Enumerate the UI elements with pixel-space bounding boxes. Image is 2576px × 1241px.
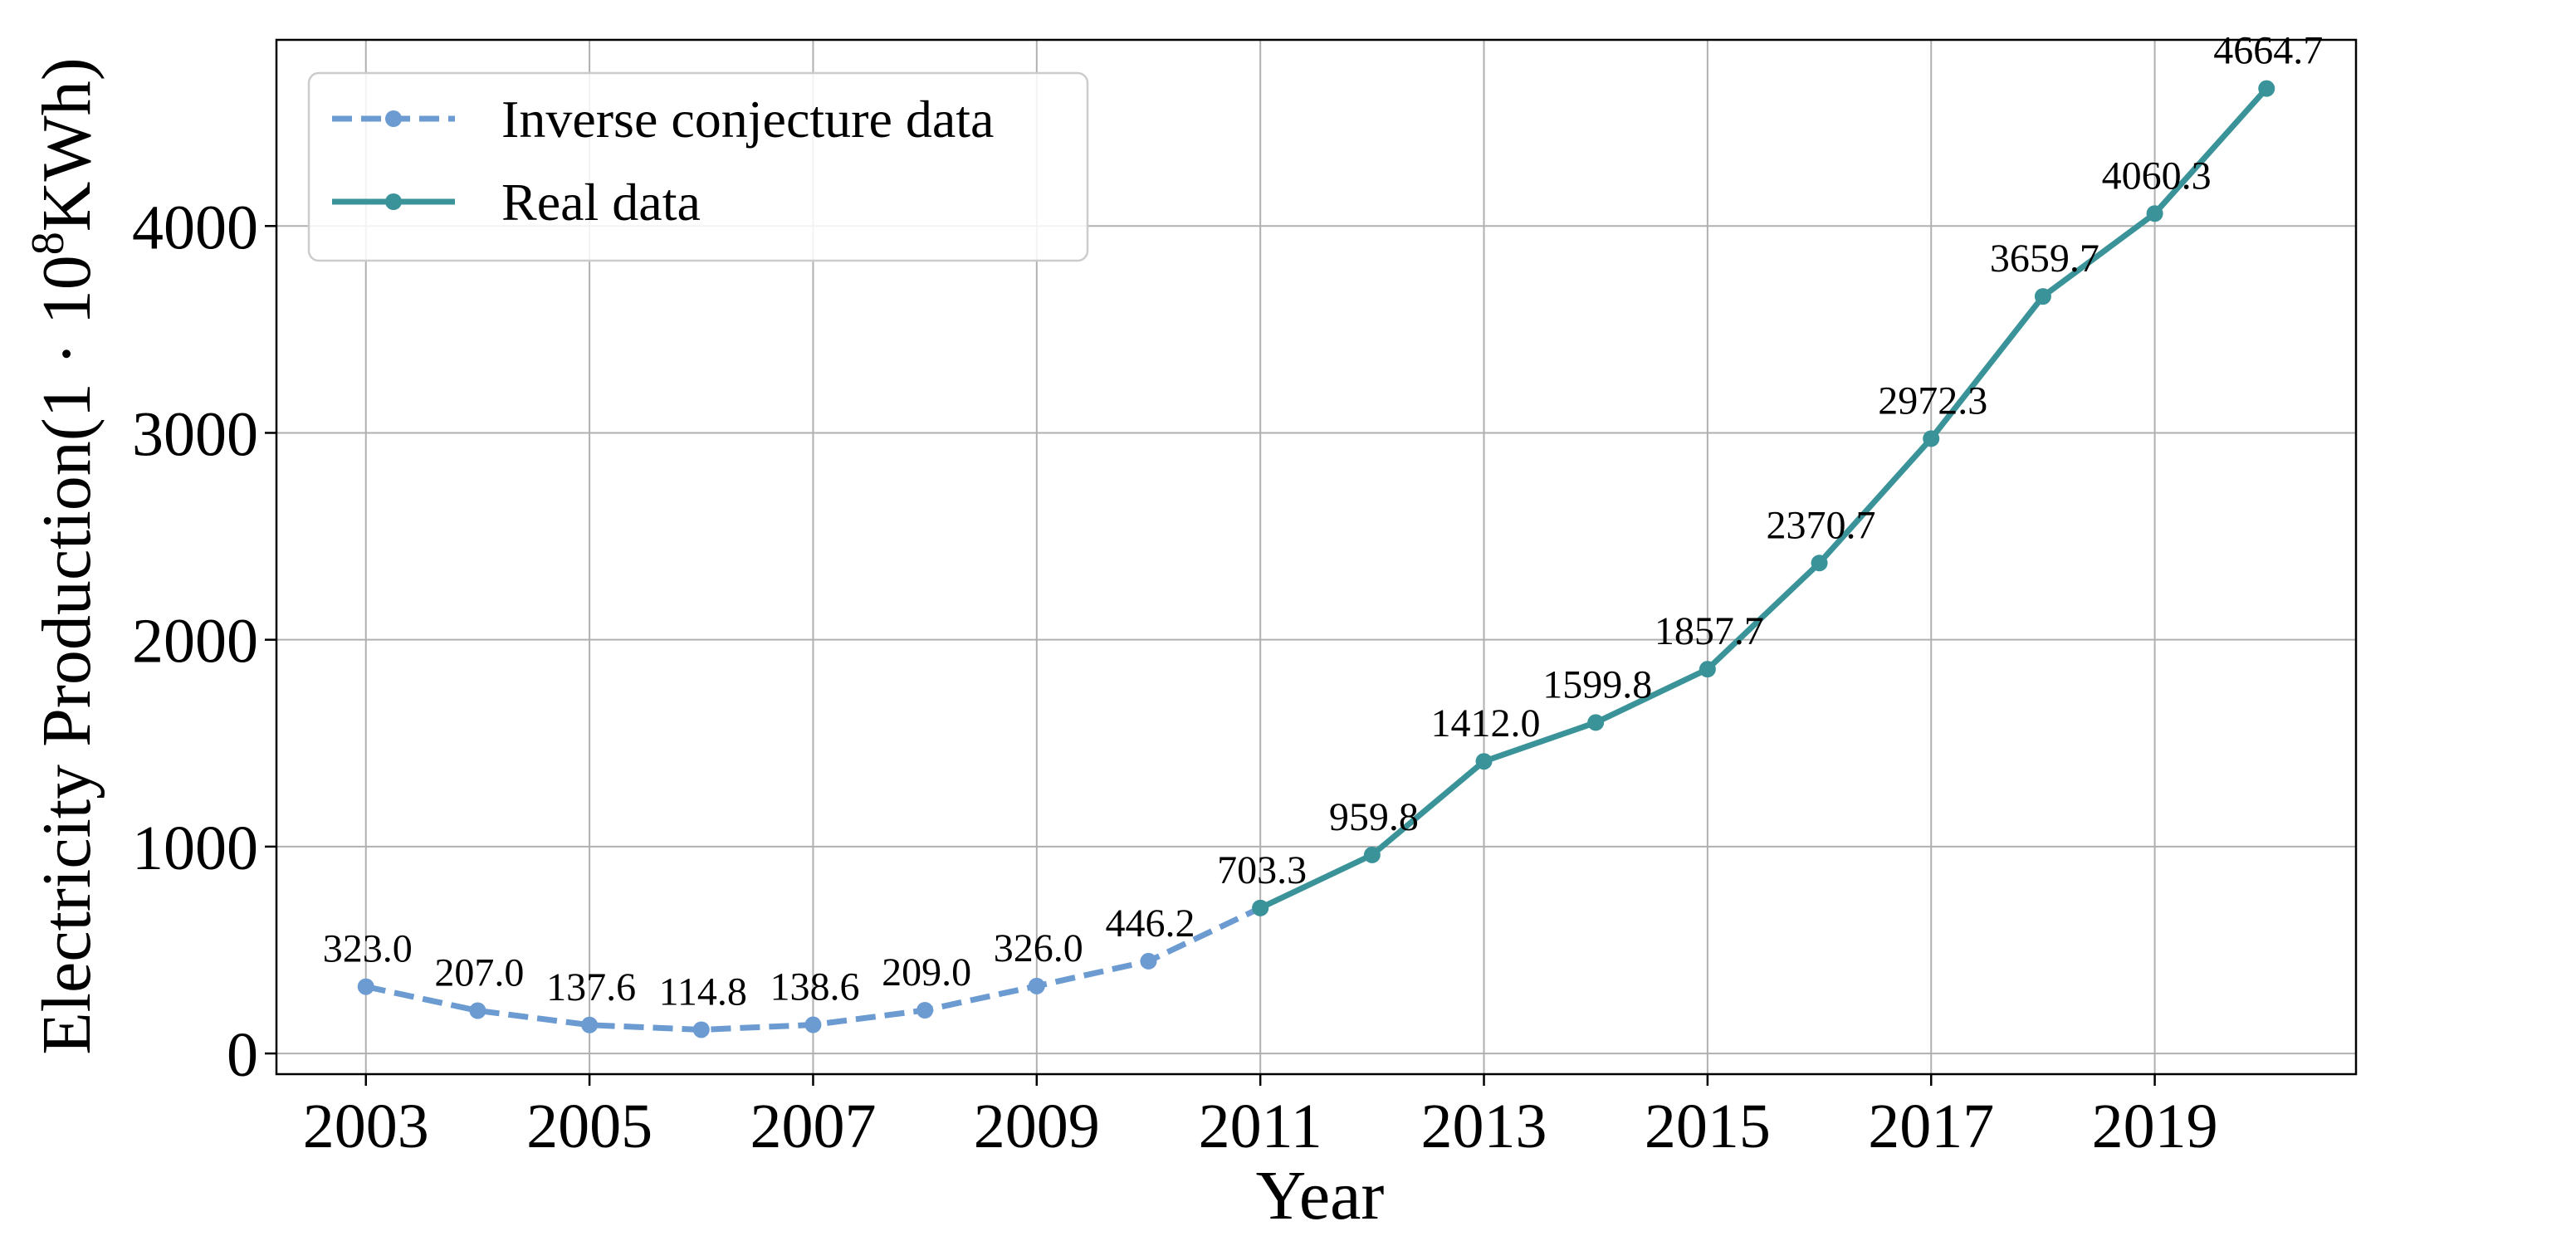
x-tick-label: 2019: [2092, 1092, 2218, 1161]
data-label: 4060.3: [2102, 154, 2212, 198]
legend-marker-real: [385, 193, 402, 210]
data-label: 2370.7: [1767, 503, 1876, 547]
x-axis-title: Year: [1256, 1157, 1385, 1234]
y-axis-title-main: Electricity Production(1 · 10: [28, 255, 105, 1054]
legend-label-real: Real data: [501, 173, 701, 232]
data-point-real: [1252, 899, 1269, 916]
data-label: 1599.8: [1542, 662, 1652, 706]
data-point-inverse: [581, 1016, 599, 1033]
x-tick-label: 2011: [1199, 1092, 1322, 1161]
data-point-real: [1811, 555, 1828, 572]
data-point-inverse: [804, 1016, 822, 1033]
data-label: 1412.0: [1431, 701, 1541, 745]
data-label: 1857.7: [1655, 609, 1764, 653]
data-point-inverse: [357, 978, 374, 995]
y-tick-label: 2000: [132, 607, 258, 677]
data-point-real: [1587, 714, 1605, 731]
data-label: 3659.7: [1990, 237, 2099, 281]
x-tick-label: 2013: [1421, 1092, 1547, 1161]
y-axis-title-unit: KWh): [28, 57, 105, 232]
legend-box: [307, 71, 1089, 262]
y-tick-labels: 0 1000 2000 3000 4000: [132, 193, 258, 1090]
data-label: 2972.3: [1878, 379, 1987, 423]
data-point-inverse: [917, 1001, 934, 1019]
x-tick-marks: [364, 1074, 2156, 1086]
data-label: 323.0: [323, 927, 413, 971]
y-axis-title: Electricity Production(1 · 108KWh): [22, 57, 105, 1054]
x-tick-label: 2017: [1868, 1092, 1994, 1161]
x-tick-label: 2015: [1645, 1092, 1771, 1161]
data-point-real: [1363, 846, 1381, 863]
y-tick-label: 0: [227, 1020, 258, 1090]
y-axis-title-exponent: 8: [22, 232, 74, 255]
y-tick-label: 4000: [132, 193, 258, 262]
data-label: 137.6: [546, 965, 636, 1009]
data-point-real: [1699, 661, 1716, 678]
x-tick-label: 2007: [750, 1092, 876, 1161]
data-label: 703.3: [1217, 848, 1307, 892]
y-tick-label: 3000: [132, 399, 258, 469]
data-point-inverse: [1028, 977, 1045, 994]
data-points: [357, 80, 2275, 1038]
data-point-real: [2258, 80, 2275, 97]
legend: Inverse conjecture data Real data: [307, 71, 1089, 262]
data-point-real: [2146, 205, 2163, 222]
data-label: 114.8: [659, 970, 747, 1014]
data-label: 207.0: [434, 950, 524, 994]
data-point-real: [1475, 753, 1493, 770]
x-tick-labels: 2003 2005 2007 2009 2011 2013 2015 2017 2019: [303, 1092, 2218, 1161]
data-point-inverse: [469, 1002, 486, 1019]
x-tick-label: 2005: [526, 1092, 653, 1161]
y-tick-label: 1000: [132, 813, 258, 883]
y-tick-marks: [265, 225, 276, 1055]
data-label: 446.2: [1105, 901, 1195, 945]
data-point-inverse: [692, 1021, 710, 1038]
x-tick-label: 2009: [974, 1092, 1100, 1161]
data-label: 326.0: [994, 926, 1083, 970]
data-point-inverse: [1140, 952, 1157, 970]
data-label: 138.6: [770, 965, 859, 1009]
series-line-real: [1259, 86, 2269, 911]
data-point-real: [1923, 430, 1940, 447]
legend-label-inverse: Inverse conjecture data: [501, 90, 994, 149]
legend-marker-inverse: [385, 110, 402, 127]
plot-frame: [275, 38, 2358, 1076]
data-label: 4664.7: [2213, 29, 2323, 73]
data-label: 959.8: [1329, 795, 1419, 839]
x-tick-label: 2003: [303, 1092, 429, 1161]
data-labels: 323.0 207.0 137.6 114.8 138.6 209.0 326.0 446.2…: [323, 29, 2324, 1014]
grid-lines: [276, 40, 2356, 1074]
data-label: 209.0: [882, 950, 971, 994]
data-point-real: [2034, 288, 2051, 305]
